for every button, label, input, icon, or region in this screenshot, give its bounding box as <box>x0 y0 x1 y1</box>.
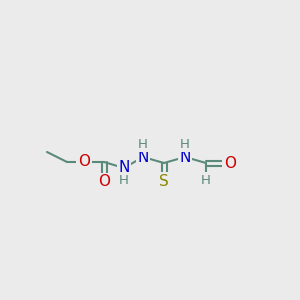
Text: O: O <box>78 154 90 169</box>
Text: S: S <box>159 173 169 188</box>
Text: N: N <box>137 149 149 164</box>
Text: H: H <box>138 137 148 151</box>
Text: H: H <box>201 173 211 187</box>
Text: N: N <box>179 149 191 164</box>
Text: H: H <box>180 137 190 151</box>
Text: O: O <box>98 175 110 190</box>
Text: O: O <box>224 155 236 170</box>
Text: H: H <box>119 173 129 187</box>
Text: N: N <box>118 160 130 175</box>
